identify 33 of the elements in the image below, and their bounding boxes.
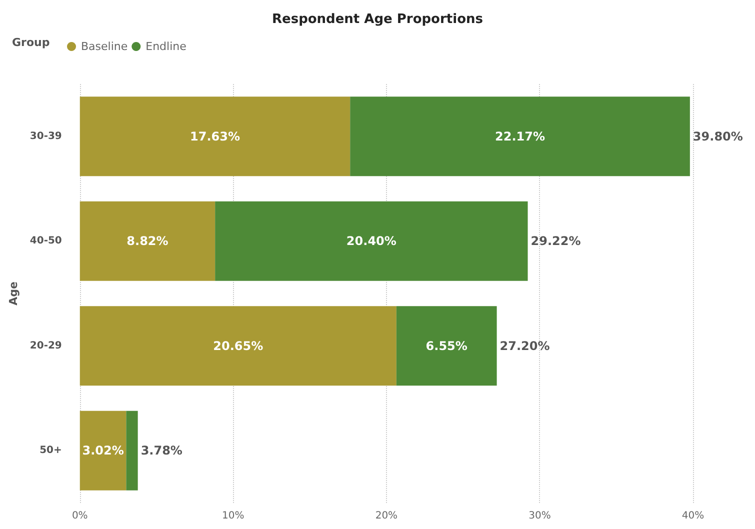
total-label: 3.78% (140, 444, 182, 458)
data-label: 20.40% (346, 234, 396, 248)
legend-label: Baseline (81, 40, 128, 53)
y-tick-label: 50+ (40, 445, 62, 456)
x-tick-label: 30% (528, 510, 551, 522)
chart-title: Respondent Age Proportions (272, 12, 484, 27)
x-tick-label: 40% (682, 510, 704, 522)
y-tick-label: 40-50 (30, 236, 62, 247)
data-label: 20.65% (213, 338, 264, 353)
bar (80, 201, 216, 281)
bar (80, 410, 126, 490)
bar (215, 201, 528, 281)
bar (126, 410, 138, 490)
total-label: 29.22% (530, 234, 581, 248)
bar (396, 306, 497, 386)
y-tick-label: 20-29 (30, 340, 62, 352)
total-label: 39.80% (692, 129, 743, 144)
legend-label: Endline (146, 40, 187, 53)
bar (350, 96, 690, 176)
x-tick-label: 10% (222, 510, 244, 522)
data-label: 8.82% (126, 234, 168, 248)
bar (80, 306, 396, 386)
data-label: 17.63% (190, 129, 240, 144)
legend-title: Group (12, 36, 50, 49)
data-label: 6.55% (426, 338, 468, 353)
x-tick-label: 20% (375, 510, 398, 522)
data-label: 3.02% (82, 444, 124, 458)
total-label: 27.20% (500, 338, 550, 353)
y-tick-label: 30-39 (30, 130, 62, 142)
bar (80, 96, 350, 176)
y-axis-title: Age (7, 282, 20, 306)
data-label: 22.17% (495, 129, 546, 144)
x-tick-label: 0% (72, 510, 88, 522)
